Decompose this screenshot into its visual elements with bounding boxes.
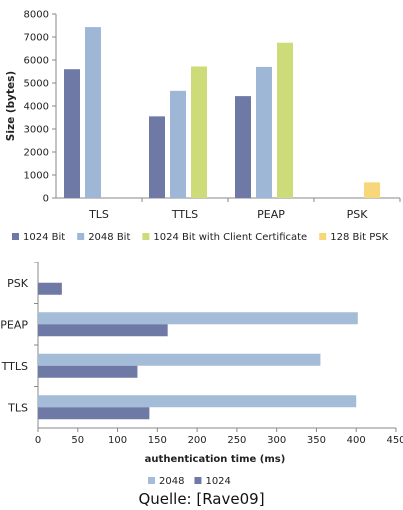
y-tick-label-ttls: TTLS	[1, 360, 28, 373]
size-bar-chart: 0 1000 2000 3000 4000 5000 6000 7000 8000 Size (b…	[5, 10, 401, 243]
y-tick-label-3000: 3000	[24, 125, 49, 136]
source-caption: Quelle: [Rave09]	[138, 490, 265, 508]
legend-swatch-128-bit-psk	[319, 233, 327, 240]
y-tick-label-0: 0	[43, 194, 49, 205]
y-tick-label-6000: 6000	[24, 56, 49, 67]
bar-ttls-1024-bit-with-client-certificate	[191, 66, 207, 198]
legend-swatch-1024-bit	[12, 233, 19, 240]
bar-psk-128-bit-psk	[364, 182, 380, 198]
y-tick-label-peap: PEAP	[0, 318, 28, 331]
y-tick-label-5000: 5000	[24, 79, 49, 90]
x-tick-label-ttls: TTLS	[171, 208, 198, 221]
x-tick-label-350: 350	[307, 435, 326, 446]
x-tick-label-300: 300	[267, 435, 286, 446]
bar-peap-2048	[38, 312, 358, 325]
bar-peap-1024	[38, 324, 168, 337]
legend-label-1024-bit-with-client-certificate: 1024 Bit with Client Certificate	[153, 232, 307, 243]
bar-ttls-1024	[38, 365, 138, 378]
legend-swatch-1024-bit-with-client-certificate	[142, 233, 150, 240]
bar-psk-1024	[38, 282, 62, 295]
x-tick-label-250: 250	[227, 435, 246, 446]
y-tick-label-4000: 4000	[24, 102, 49, 113]
x-tick-label-psk: PSK	[347, 208, 369, 221]
legend-swatch-1024	[194, 477, 202, 484]
x-tick-label-450: 450	[386, 435, 403, 446]
y-tick-label-7000: 7000	[24, 33, 49, 44]
y-tick-label-psk: PSK	[7, 277, 29, 290]
bar-ttls-2048-bit	[170, 90, 186, 198]
x-tick-label-400: 400	[347, 435, 366, 446]
y-tick-label-1000: 1000	[24, 171, 49, 182]
bar-tls-1024	[38, 407, 150, 420]
bar-ttls-2048	[38, 353, 321, 366]
bar-tls-1024-bit	[64, 69, 80, 198]
legend-swatch-2048	[148, 477, 155, 484]
x-tick-label-100: 100	[108, 435, 127, 446]
x-tick-label-peap: PEAP	[257, 208, 285, 221]
legend-swatch-2048-bit	[77, 233, 85, 240]
bar-peap-2048-bit	[256, 66, 272, 199]
legend-label-128-bit-psk: 128 Bit PSK	[330, 232, 388, 243]
bar-tls-2048-bit	[85, 27, 101, 198]
legend-label-1024-bit: 1024 Bit	[23, 232, 65, 243]
x-axis-title: authentication time (ms)	[145, 454, 286, 465]
y-tick-label-tls: TLS	[7, 401, 28, 414]
x-tick-label-150: 150	[148, 435, 167, 446]
bar-ttls-1024-bit	[149, 116, 165, 198]
y-tick-label-2000: 2000	[24, 148, 49, 159]
x-tick-label-200: 200	[188, 435, 207, 446]
x-tick-label-50: 50	[71, 435, 84, 446]
bar-peap-1024-bit	[235, 96, 251, 198]
legend-label-2048-bit: 2048 Bit	[88, 232, 130, 243]
legend-label-1024: 1024	[205, 476, 230, 487]
auth-time-bar-chart: 0 50 100 150 200 250 300 350 400 450 authenticatio…	[0, 262, 403, 487]
x-tick-label-0: 0	[35, 435, 41, 446]
bar-tls-2048	[38, 395, 357, 408]
bar-peap-1024-bit-with-client-certificate	[277, 42, 293, 198]
y-axis-title: Size (bytes)	[5, 71, 17, 141]
y-tick-label-8000: 8000	[24, 10, 49, 21]
x-tick-label-tls: TLS	[88, 208, 109, 221]
legend-label-2048: 2048	[159, 476, 184, 487]
